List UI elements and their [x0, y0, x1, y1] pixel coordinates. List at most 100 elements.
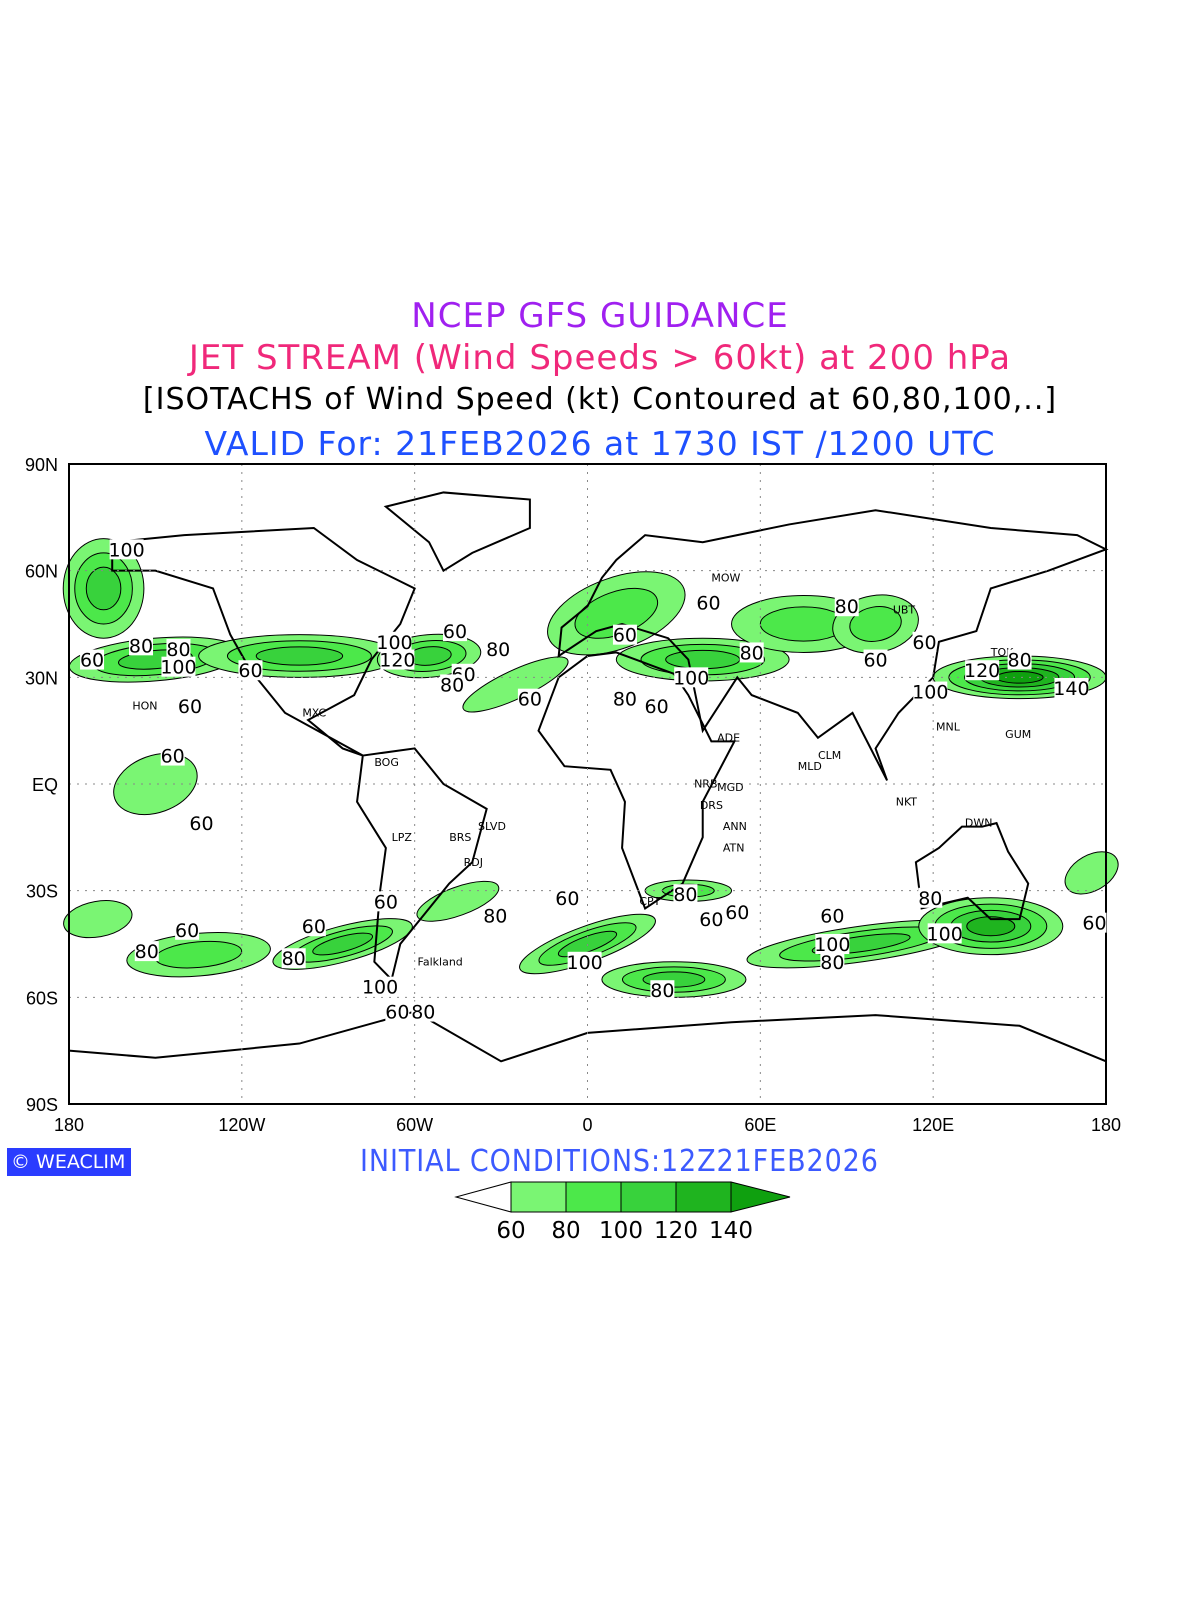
contour-label: 60 — [725, 902, 749, 924]
lat-label: 90N — [25, 455, 58, 475]
contour-label-bg — [301, 916, 326, 937]
contour-label-bg — [555, 887, 580, 908]
contour-label-bg — [820, 951, 845, 972]
contour-label: 100 — [566, 952, 602, 974]
jet-isotach-100 — [255, 646, 344, 666]
logo-text: WEACLIM — [36, 1151, 126, 1173]
contour-label: 80 — [835, 596, 859, 618]
colorbar-level: 120 — [654, 1218, 698, 1244]
coastlines — [68, 491, 1109, 1105]
colorbar-level: 60 — [496, 1218, 525, 1244]
weaclim-logo: © WEACLIM — [7, 1148, 131, 1176]
contour-label: 60 — [1082, 913, 1106, 935]
contour-label-bg — [650, 980, 675, 1001]
contour-label-bg — [281, 948, 306, 969]
colorbar-bin — [510, 1181, 567, 1213]
contour-label-bg — [80, 649, 105, 670]
contour-label-bg — [175, 919, 200, 940]
contour-label-bg — [160, 745, 185, 766]
contour-label-bg — [612, 624, 637, 645]
contour-label-bg — [177, 695, 202, 716]
contour-label-bg — [363, 976, 398, 997]
contour-label: 60 — [302, 916, 326, 938]
contour-label: 60 — [645, 696, 669, 718]
station-label: CPT — [639, 895, 660, 908]
title-line-3: [ISOTACHS of Wind Speed (kt) Contoured a… — [142, 382, 1058, 417]
contour-label-bg — [373, 891, 398, 912]
contour-label-bg — [440, 674, 465, 695]
station-label: MOW — [711, 571, 740, 584]
jet-isotach-120 — [966, 916, 1016, 937]
contour-label: 140 — [1053, 678, 1089, 700]
station-label: RDJ — [464, 856, 483, 869]
contour-label-bg — [1082, 912, 1107, 933]
lon-label: 180 — [1091, 1115, 1121, 1135]
jet-isotach-100 — [85, 566, 122, 611]
lat-label: 90S — [26, 1095, 58, 1115]
contour-label: 80 — [673, 884, 697, 906]
contour-label: 80 — [650, 980, 674, 1002]
contour-label-bg — [673, 884, 698, 905]
station-label: NRB — [694, 778, 717, 791]
continent-outline — [557, 509, 1109, 781]
contour-label: 80 — [440, 674, 464, 696]
contour-label-bg — [1054, 678, 1089, 698]
colorbar-above-140 — [730, 1181, 791, 1213]
contour-label: 100 — [376, 632, 412, 654]
lat-label: 60N — [25, 562, 58, 582]
initial-conditions: INITIAL CONDITIONS:12Z21FEB2026 — [360, 1144, 879, 1179]
station-label: LPZ — [392, 831, 413, 844]
contour-label: 60 — [863, 650, 887, 672]
contour-label: 100 — [362, 977, 398, 999]
colorbar: 60 80 100 120 140 — [454, 1181, 791, 1244]
contour-label: 60 — [161, 746, 185, 768]
jet-isotach-60 — [416, 880, 500, 922]
contour-label-bg — [834, 596, 859, 617]
contour-label: 80 — [282, 948, 306, 970]
contour-label: 80 — [166, 639, 190, 661]
lat-label: 30S — [26, 882, 58, 902]
lat-label: 60S — [26, 988, 58, 1008]
isotach-shading — [62, 538, 1119, 998]
lon-label: 60W — [396, 1115, 433, 1135]
lon-label: 120W — [218, 1115, 265, 1135]
contour-label: 60 — [613, 625, 637, 647]
contour-label: 80 — [483, 906, 507, 928]
colorbar-below-60 — [454, 1181, 512, 1213]
title-line-1: NCEP GFS GUIDANCE — [411, 296, 789, 336]
contour-label-bg — [696, 592, 721, 613]
valid-time: VALID For: 21FEB2026 at 1730 IST /1200 U… — [204, 424, 996, 463]
contour-label: 100 — [927, 923, 963, 945]
contour-label: 60 — [189, 813, 213, 835]
colorbar-level: 100 — [599, 1218, 643, 1244]
station-label: UBT — [893, 603, 916, 616]
contour-label-bg — [517, 688, 542, 709]
contour-label-bg — [486, 638, 511, 659]
contour-label: 60 — [699, 909, 723, 931]
continent-outline — [383, 491, 531, 573]
contour-label: 80 — [411, 1002, 435, 1024]
station-labels: MOW HON MXC BOG LPZ BRS SLVD RDJ ADE NRB MGD DRSANN… — [132, 571, 1031, 968]
lon-label: 180 — [54, 1115, 84, 1135]
lon-label: 0 — [582, 1115, 592, 1135]
contour-label-bg — [238, 660, 263, 681]
station-label: ATN — [723, 842, 745, 855]
contour-label: 80 — [820, 952, 844, 974]
lat-label: EQ — [32, 775, 58, 795]
contour-label: 100 — [108, 539, 144, 561]
contour-label: 60 — [175, 920, 199, 942]
contour-label-bg — [674, 667, 709, 688]
contour-label-bg — [567, 951, 602, 972]
colorbar-bin — [565, 1181, 622, 1213]
station-label: MLD — [798, 760, 822, 773]
station-label: DRS — [700, 799, 723, 812]
title-line-2: JET STREAM (Wind Speeds > 60kt) at 200 h… — [188, 338, 1012, 378]
station-label: ANN — [723, 820, 747, 833]
continent-outline — [914, 821, 1030, 921]
contour-label-bg — [912, 631, 937, 652]
station-label: Falkland — [418, 955, 463, 968]
map-frame — [68, 463, 1107, 1105]
contour-label-bg — [442, 621, 467, 642]
contour-label-bg — [699, 909, 724, 930]
